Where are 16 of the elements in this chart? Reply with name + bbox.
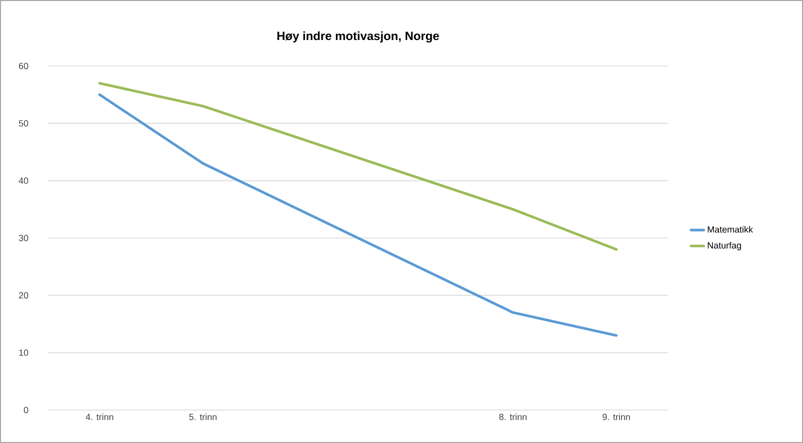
y-tick-label: 20: [19, 292, 28, 299]
line-series: [98, 82, 618, 251]
y-tick-label: 60: [19, 62, 28, 70]
legend-label: Naturfag: [708, 242, 741, 250]
x-tick-label: 9. trinn: [602, 414, 630, 420]
y-tick-label: 40: [18, 177, 28, 184]
y-tick-label: 30: [18, 234, 28, 242]
x-tick-label: 8. trinn: [499, 414, 527, 420]
x-tick-label: 5. trinn: [189, 414, 217, 420]
chart-title: Høy indre motivasjon, Norge: [277, 31, 439, 43]
y-tick-label: 0: [24, 406, 28, 414]
line-series: [98, 93, 618, 337]
x-tick-label: 4. trinn: [86, 414, 114, 420]
y-tick-label: 50: [18, 120, 28, 127]
y-tick-label: 10: [19, 349, 28, 356]
legend-label: Matematikk: [708, 226, 753, 233]
